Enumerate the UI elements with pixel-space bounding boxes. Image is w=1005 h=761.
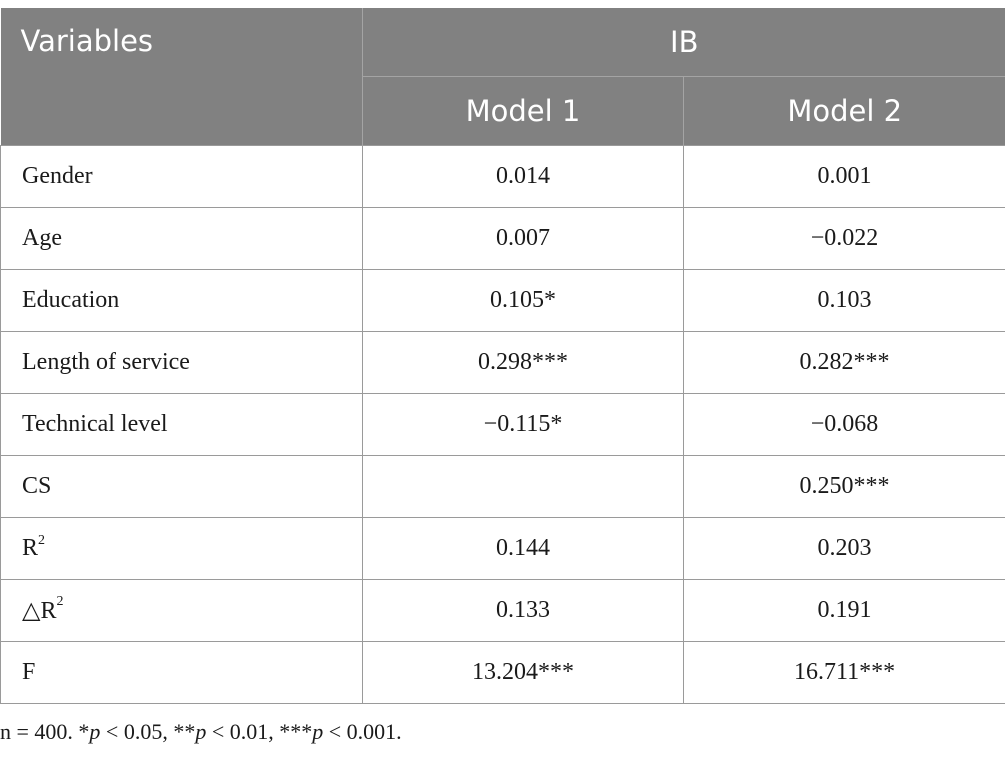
note-threshold: < 0.001. xyxy=(323,719,402,744)
table-row: Technical level −0.115* −0.068 xyxy=(0,393,1005,456)
header-variables: Variables xyxy=(0,8,363,146)
table-row: R2 0.144 0.203 xyxy=(0,517,1005,580)
note-p: p xyxy=(89,719,101,744)
header-model-2: Model 2 xyxy=(682,76,1005,146)
model-1-value: 0.105* xyxy=(362,269,684,332)
table-row: Education 0.105* 0.103 xyxy=(0,269,1005,332)
note-threshold: < 0.05, ** xyxy=(100,719,196,744)
table-row: Gender 0.014 0.001 xyxy=(0,145,1005,208)
model-2-value: 0.203 xyxy=(682,517,1005,580)
model-2-value: 0.191 xyxy=(682,579,1005,642)
model-2-value: 16.711*** xyxy=(682,641,1005,704)
row-label-text: △R xyxy=(22,598,57,624)
model-1-value: 0.144 xyxy=(362,517,684,580)
note-p: p xyxy=(195,719,207,744)
model-1-value: 0.133 xyxy=(362,579,684,642)
model-1-value: 0.298*** xyxy=(362,331,684,394)
row-label: Length of service xyxy=(0,331,363,394)
model-2-value: −0.068 xyxy=(682,393,1005,456)
row-label: F xyxy=(0,641,363,704)
superscript: 2 xyxy=(56,594,64,609)
note-p: p xyxy=(312,719,324,744)
row-label: Age xyxy=(0,207,363,270)
header-ib: IB xyxy=(361,8,1005,77)
model-2-value: 0.250*** xyxy=(682,455,1005,518)
header-model-1: Model 1 xyxy=(362,76,684,146)
model-1-value xyxy=(362,455,684,518)
model-2-value: −0.022 xyxy=(682,207,1005,270)
table-row: Length of service 0.298*** 0.282*** xyxy=(0,331,1005,394)
model-1-value: 0.007 xyxy=(362,207,684,270)
model-1-value: −0.115* xyxy=(362,393,684,456)
row-label: △R2 xyxy=(0,579,363,642)
table-footnote: n = 400. *p < 0.05, **p < 0.01, ***p < 0… xyxy=(0,719,402,745)
row-label-text: R xyxy=(22,535,39,561)
note-threshold: < 0.01, *** xyxy=(206,719,313,744)
note-n: n = 400. * xyxy=(0,719,90,744)
regression-table: Variables IB Model 1 Model 2 Gender 0.01… xyxy=(0,8,1005,704)
header-row-2: Model 1 Model 2 xyxy=(1,76,1005,146)
table-row: △R2 0.133 0.191 xyxy=(0,579,1005,642)
superscript: 2 xyxy=(38,533,46,548)
model-1-value: 0.014 xyxy=(362,145,684,208)
table-row: CS 0.250*** xyxy=(0,455,1005,518)
row-label: Technical level xyxy=(0,393,363,456)
row-label: Education xyxy=(0,269,363,332)
header-row-1: Variables IB xyxy=(0,8,1005,146)
model-1-value: 13.204*** xyxy=(362,641,684,704)
table-row: F 13.204*** 16.711*** xyxy=(0,641,1005,704)
row-label: R2 xyxy=(0,517,363,580)
model-2-value: 0.103 xyxy=(682,269,1005,332)
table-row: Age 0.007 −0.022 xyxy=(0,207,1005,270)
model-2-value: 0.282*** xyxy=(682,331,1005,394)
row-label: Gender xyxy=(0,145,363,208)
model-2-value: 0.001 xyxy=(682,145,1005,208)
row-label: CS xyxy=(0,455,363,518)
